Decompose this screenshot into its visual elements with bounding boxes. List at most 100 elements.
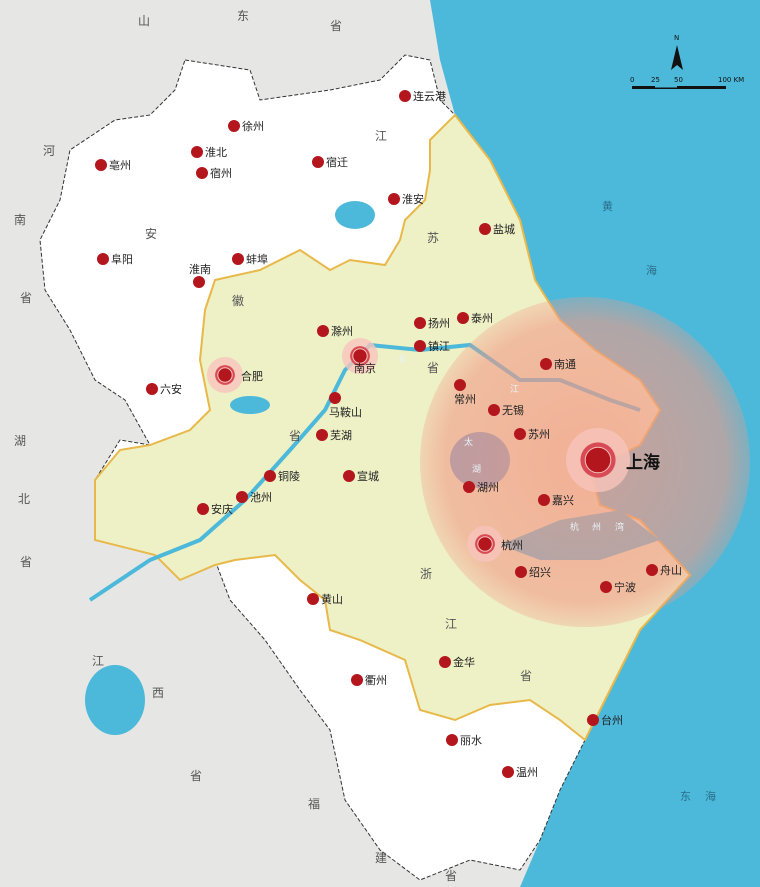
city-dot: [502, 766, 514, 778]
city-label: 铜陵: [278, 469, 300, 483]
city-marker[interactable]: 宿州: [196, 166, 232, 180]
major-city-label: 南京: [354, 361, 376, 375]
city-label: 舟山: [660, 563, 682, 577]
city-marker[interactable]: 温州: [502, 766, 538, 779]
city-label: 苏州: [528, 428, 550, 441]
city-marker[interactable]: 台州: [587, 713, 623, 727]
city-dot: [488, 404, 500, 416]
region-label: 省: [20, 555, 32, 569]
region-label: 西: [152, 686, 164, 700]
city-marker[interactable]: 宿迁: [312, 155, 348, 169]
city-marker[interactable]: 亳州: [95, 158, 131, 172]
city-label: 池州: [250, 491, 272, 504]
city-marker[interactable]: 滁州: [317, 324, 353, 338]
city-label: 温州: [516, 766, 538, 779]
major-city-marker[interactable]: 上海: [566, 428, 660, 492]
city-label: 亳州: [109, 158, 131, 172]
city-marker[interactable]: 泰州: [457, 311, 493, 325]
north-arrow: N: [671, 34, 683, 70]
hongze-lake: [335, 201, 375, 229]
city-marker[interactable]: 绍兴: [515, 565, 551, 579]
city-label: 黄山: [321, 592, 343, 606]
city-marker[interactable]: 南通: [540, 358, 576, 371]
region-label: 省: [330, 19, 342, 33]
region-label: 河: [43, 144, 55, 158]
region-label: 省: [20, 291, 32, 305]
city-marker[interactable]: 无锡: [488, 403, 524, 417]
city-marker[interactable]: 连云港: [399, 90, 446, 103]
water-label: 州: [592, 522, 601, 533]
city-marker[interactable]: 蚌埠: [232, 252, 268, 266]
city-marker[interactable]: 舟山: [646, 563, 682, 577]
city-marker[interactable]: 盐城: [479, 223, 515, 236]
city-marker[interactable]: 湖州: [463, 481, 499, 494]
city-marker[interactable]: 黄山: [307, 592, 343, 606]
city-label: 南通: [554, 358, 576, 371]
city-dot: [312, 156, 324, 168]
city-label: 金华: [453, 655, 475, 669]
city-marker[interactable]: 阜阳: [97, 253, 133, 266]
major-city-marker[interactable]: 杭州: [467, 526, 523, 562]
city-marker[interactable]: 扬州: [414, 316, 450, 330]
city-marker[interactable]: 马鞍山: [329, 392, 362, 419]
city-marker[interactable]: 宣城: [343, 469, 379, 483]
city-marker[interactable]: 淮北: [191, 146, 227, 159]
city-dot: [307, 593, 319, 605]
city-marker[interactable]: 六安: [146, 382, 182, 396]
city-marker[interactable]: 衢州: [351, 674, 387, 687]
region-label: 省: [520, 669, 532, 683]
sea-label: 海: [705, 789, 716, 803]
city-marker[interactable]: 淮安: [388, 192, 424, 206]
city-dot: [414, 340, 426, 352]
city-dot: [95, 159, 107, 171]
city-marker[interactable]: 淮南: [189, 263, 211, 288]
region-label: 苏: [427, 231, 439, 245]
city-marker[interactable]: 丽水: [446, 734, 482, 747]
city-label: 宿州: [210, 166, 232, 180]
city-label: 宣城: [357, 469, 379, 483]
city-dot: [454, 379, 466, 391]
major-city-marker[interactable]: 南京: [342, 338, 378, 375]
city-marker[interactable]: 金华: [439, 655, 475, 669]
water-label: 太: [464, 436, 473, 448]
city-label: 阜阳: [111, 253, 133, 266]
city-label: 安庆: [211, 502, 233, 516]
region-label: 建: [375, 851, 387, 865]
major-city-marker[interactable]: 合肥: [207, 357, 263, 393]
north-label: N: [674, 34, 679, 42]
city-label: 滁州: [331, 324, 353, 338]
city-marker[interactable]: 镇江: [414, 339, 450, 353]
city-dot: [538, 494, 550, 506]
scale-tick-50: 50: [674, 76, 683, 84]
city-marker[interactable]: 嘉兴: [538, 493, 574, 507]
city-dot: [236, 491, 248, 503]
city-dot: [463, 481, 475, 493]
city-marker[interactable]: 徐州: [228, 119, 264, 133]
sea: [430, 0, 760, 887]
scale-bar: 0 25 50 100 KM: [630, 76, 744, 89]
city-marker[interactable]: 铜陵: [264, 469, 300, 483]
region-label: 福: [308, 796, 320, 811]
city-dot: [587, 714, 599, 726]
city-dot: [515, 566, 527, 578]
city-marker[interactable]: 池州: [236, 491, 272, 504]
city-dot: [351, 674, 363, 686]
city-dot: [514, 428, 526, 440]
city-dot: [477, 536, 493, 552]
city-marker[interactable]: 芜湖: [316, 428, 352, 442]
city-dot: [388, 193, 400, 205]
city-dot: [343, 470, 355, 482]
city-marker[interactable]: 常州: [454, 379, 476, 406]
region-label: 北: [18, 492, 30, 506]
city-marker[interactable]: 宁波: [600, 580, 636, 594]
city-dot: [584, 446, 612, 474]
region-label: 省: [190, 769, 202, 783]
city-label: 六安: [160, 382, 182, 396]
poyang-lake: [85, 665, 145, 735]
city-dot: [457, 312, 469, 324]
region-label: 浙: [420, 567, 432, 581]
scale-tick-100: 100 KM: [718, 76, 744, 84]
city-marker[interactable]: 安庆: [197, 502, 233, 516]
water-label: 湾: [615, 521, 624, 533]
city-marker[interactable]: 苏州: [514, 428, 550, 441]
